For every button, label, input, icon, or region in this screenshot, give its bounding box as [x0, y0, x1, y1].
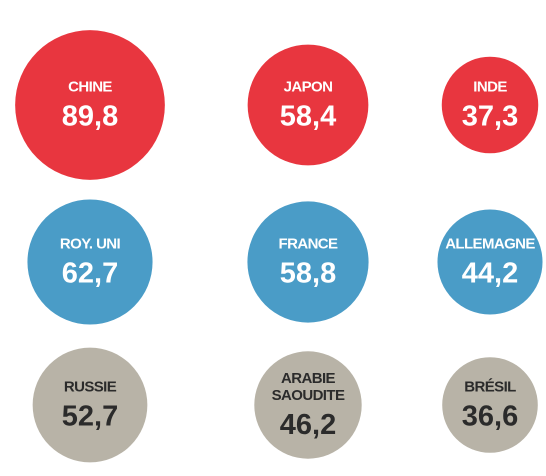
bubble	[15, 30, 165, 180]
bubble-label: CHINE 89,8	[36, 79, 144, 132]
value-label: 52,7	[61, 400, 119, 433]
bubble-label: FRANCE 58,8	[254, 236, 362, 289]
bubble-label: ARABIE SAOUDITE 46,2	[254, 370, 362, 440]
country-name: FRANCE	[278, 235, 339, 253]
country-name: INDE	[473, 78, 507, 96]
bubble	[254, 351, 362, 459]
value-label: 58,8	[279, 257, 337, 290]
bubble-label: ALLEMAGNE 44,2	[436, 236, 544, 289]
bubble	[437, 209, 543, 315]
bubble-label: BRÉSIL 36,6	[436, 379, 544, 432]
country-name: ARABIE SAOUDITE	[271, 370, 345, 404]
value-label: 89,8	[61, 100, 119, 133]
country-name: ROY. UNI	[59, 235, 121, 253]
country-name: ALLEMAGNE	[445, 235, 535, 253]
value-label: 62,7	[61, 257, 119, 290]
country-name: CHINE	[68, 78, 112, 96]
country-name: RUSSIE	[63, 378, 117, 396]
value-label: 36,6	[461, 400, 519, 433]
bubble-label: RUSSIE 52,7	[36, 379, 144, 432]
bubble	[32, 347, 148, 463]
bubble-label: INDE 37,3	[436, 79, 544, 132]
value-label: 37,3	[461, 100, 519, 133]
country-name: BRÉSIL	[464, 378, 516, 396]
bubble	[442, 357, 538, 453]
country-name: JAPON	[283, 78, 333, 96]
bubble	[441, 56, 539, 154]
bubble	[27, 199, 153, 325]
bubble-label: ROY. UNI 62,7	[36, 236, 144, 289]
value-label: 44,2	[461, 257, 519, 290]
value-label: 58,4	[279, 100, 337, 133]
value-label: 46,2	[279, 409, 337, 441]
bubble	[247, 201, 369, 323]
bubble	[247, 44, 369, 166]
bubble-label: JAPON 58,4	[254, 79, 362, 132]
